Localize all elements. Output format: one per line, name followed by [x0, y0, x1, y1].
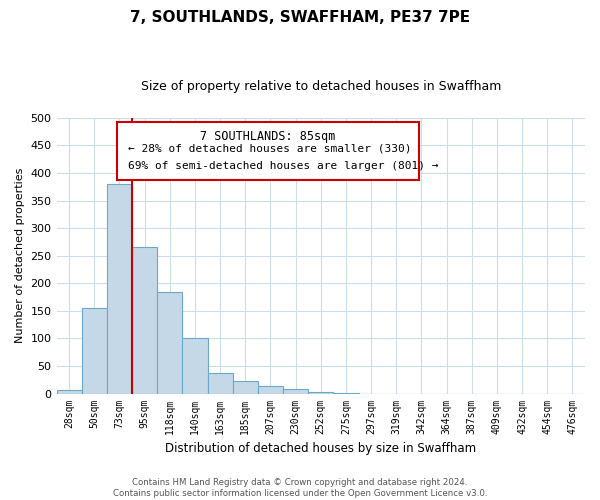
FancyBboxPatch shape [118, 122, 419, 180]
Y-axis label: Number of detached properties: Number of detached properties [15, 168, 25, 344]
Bar [132, 248, 157, 394]
Bar [208, 373, 233, 394]
Text: ← 28% of detached houses are smaller (330): ← 28% of detached houses are smaller (33… [128, 144, 412, 154]
Bar [233, 382, 258, 394]
Bar [157, 292, 182, 394]
Text: Contains HM Land Registry data © Crown copyright and database right 2024.
Contai: Contains HM Land Registry data © Crown c… [113, 478, 487, 498]
X-axis label: Distribution of detached houses by size in Swaffham: Distribution of detached houses by size … [165, 442, 476, 455]
Text: 69% of semi-detached houses are larger (801) →: 69% of semi-detached houses are larger (… [128, 160, 439, 170]
Bar [107, 184, 132, 394]
Title: Size of property relative to detached houses in Swaffham: Size of property relative to detached ho… [140, 80, 501, 93]
Bar [258, 386, 283, 394]
Text: 7 SOUTHLANDS: 85sqm: 7 SOUTHLANDS: 85sqm [200, 130, 335, 143]
Bar [334, 393, 359, 394]
Bar [182, 338, 208, 394]
Text: 7, SOUTHLANDS, SWAFFHAM, PE37 7PE: 7, SOUTHLANDS, SWAFFHAM, PE37 7PE [130, 10, 470, 25]
Bar [283, 388, 308, 394]
Bar [56, 390, 82, 394]
Bar [308, 392, 334, 394]
Bar [82, 308, 107, 394]
